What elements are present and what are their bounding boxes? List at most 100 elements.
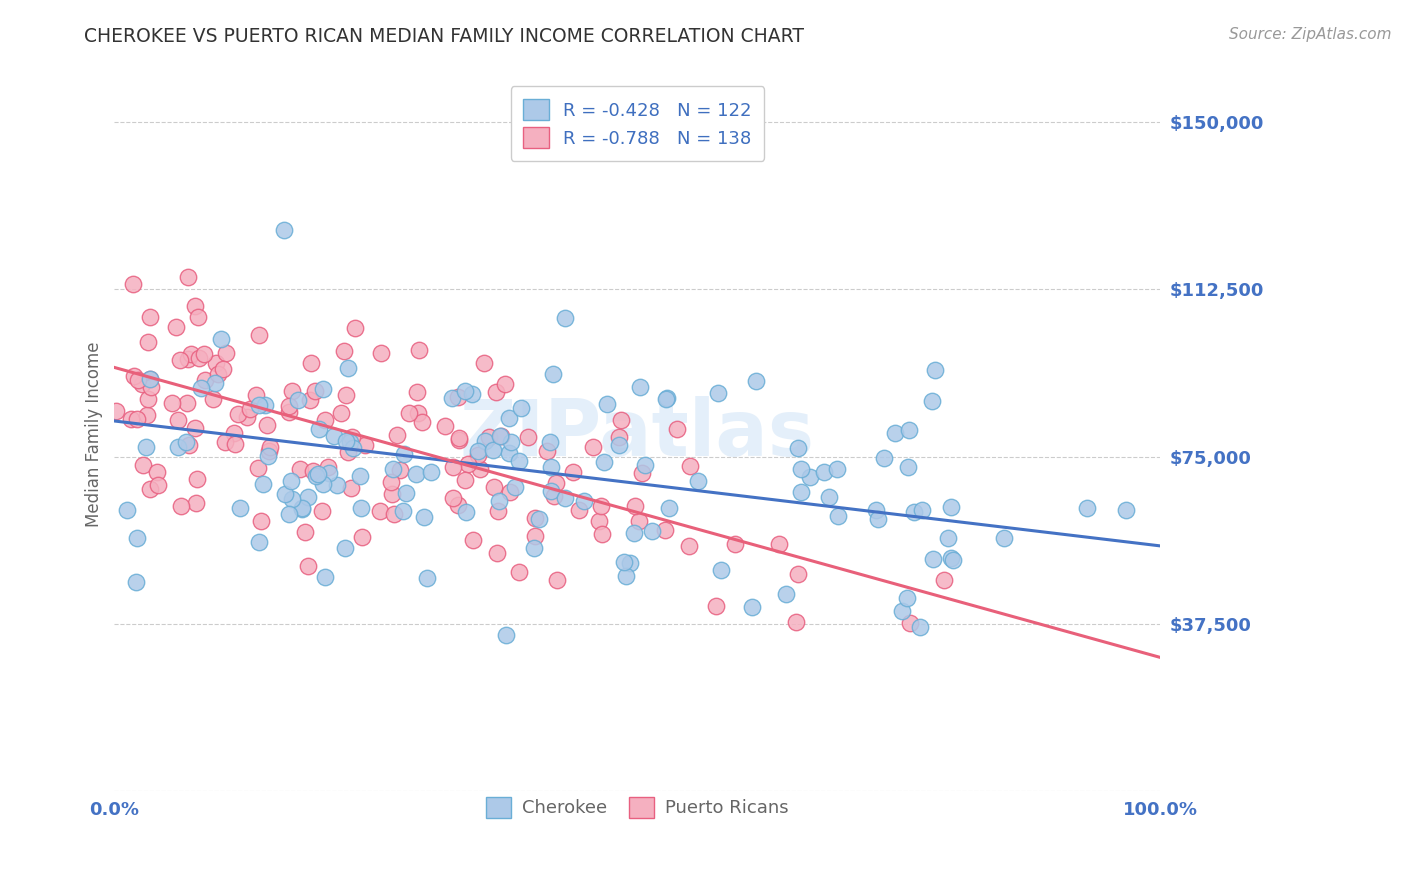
Point [406,384,429,399]
Point [381,487,404,501]
Point [167,413,190,427]
Point [139,380,162,394]
Point [786,566,808,581]
Point [623,525,645,540]
Point [254,398,277,412]
Point [474,434,496,448]
Point [177,269,200,284]
Point [544,476,567,491]
Point [908,620,931,634]
Point [485,385,508,400]
Point [226,407,249,421]
Point [865,503,887,517]
Point [125,575,148,590]
Point [120,412,142,426]
Legend: Cherokee, Puerto Ricans: Cherokee, Puerto Ricans [479,789,796,825]
Point [307,467,329,482]
Point [786,441,808,455]
Point [368,504,391,518]
Point [174,434,197,449]
Point [290,500,312,515]
Point [866,511,889,525]
Point [339,481,361,495]
Point [724,537,747,551]
Point [745,375,768,389]
Point [302,465,325,479]
Point [897,460,920,475]
Point [470,462,492,476]
Point [627,514,650,528]
Point [122,277,145,291]
Point [523,511,546,525]
Point [380,475,402,489]
Point [623,499,645,513]
Point [259,441,281,455]
Point [287,393,309,408]
Point [540,459,562,474]
Point [790,462,813,476]
Point [138,372,160,386]
Point [406,406,429,420]
Point [541,367,564,381]
Point [339,434,361,449]
Point [924,363,946,377]
Point [508,566,530,580]
Point [486,504,509,518]
Point [177,438,200,452]
Point [494,376,516,391]
Point [482,443,505,458]
Point [186,472,208,486]
Point [135,409,157,423]
Point [337,444,360,458]
Point [509,401,531,416]
Point [447,390,470,404]
Text: CHEROKEE VS PUERTO RICAN MEDIAN FAMILY INCOME CORRELATION CHART: CHEROKEE VS PUERTO RICAN MEDIAN FAMILY I… [84,27,804,45]
Point [132,458,155,472]
Point [523,541,546,555]
Point [252,477,274,491]
Point [441,460,464,475]
Point [686,474,709,488]
Point [546,573,568,587]
Point [472,356,495,370]
Point [433,419,456,434]
Point [503,480,526,494]
Point [489,429,512,443]
Point [630,467,652,481]
Point [136,392,159,406]
Point [105,404,128,418]
Point [177,351,200,366]
Point [125,412,148,426]
Point [278,405,301,419]
Point [228,501,250,516]
Point [138,482,160,496]
Point [501,434,523,449]
Point [224,425,246,440]
Point [900,616,922,631]
Point [138,335,160,350]
Point [382,507,405,521]
Point [183,299,205,313]
Point [884,426,907,441]
Point [235,409,257,424]
Point [395,485,418,500]
Point [449,433,471,447]
Point [488,493,510,508]
Point [524,529,547,543]
Point [124,368,146,383]
Point [614,569,637,583]
Point [160,395,183,409]
Point [562,466,585,480]
Point [942,552,965,566]
Point [332,344,354,359]
Point [239,401,262,416]
Point [342,441,364,455]
Point [741,600,763,615]
Point [326,477,349,491]
Point [170,499,193,513]
Point [447,498,470,512]
Point [898,423,921,437]
Point [214,346,236,360]
Point [679,458,702,473]
Point [281,384,304,398]
